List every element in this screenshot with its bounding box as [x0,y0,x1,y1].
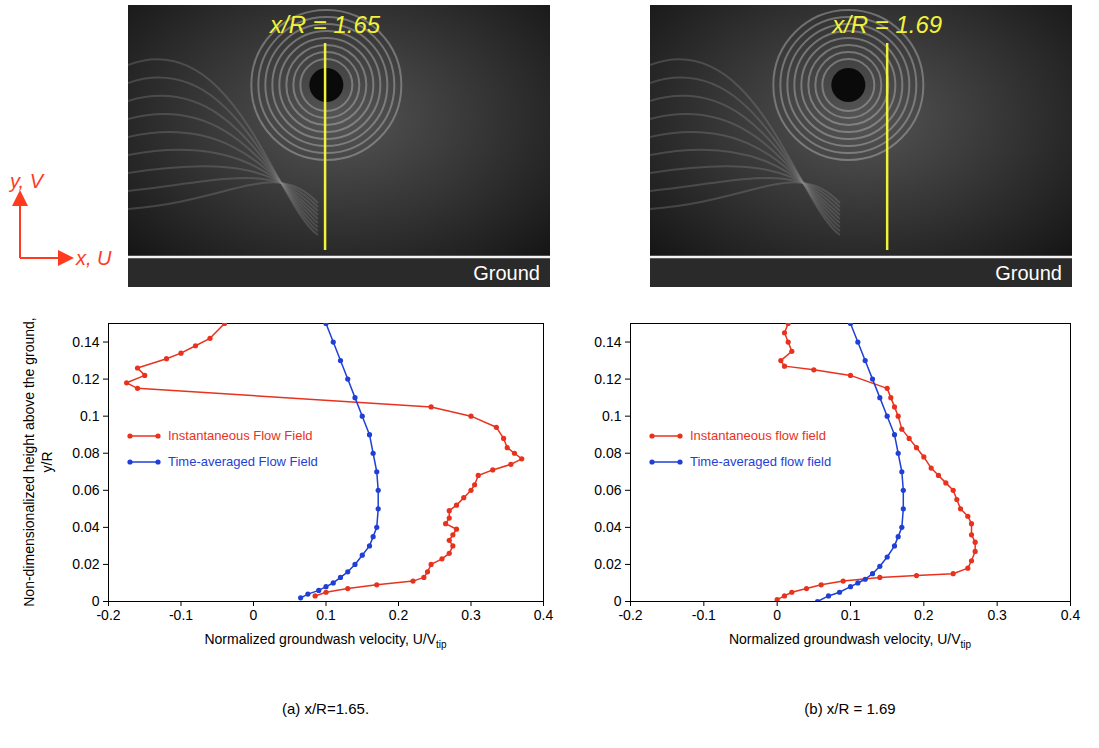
svg-text:0.04: 0.04 [594,519,621,535]
svg-text:Ground: Ground [473,262,540,284]
svg-text:-0.2: -0.2 [618,607,642,623]
svg-text:0.1: 0.1 [841,607,861,623]
svg-text:0.4: 0.4 [534,607,554,623]
svg-text:0.1: 0.1 [80,408,100,424]
svg-text:0.04: 0.04 [72,519,99,535]
svg-text:0.1: 0.1 [602,408,622,424]
svg-text:0.14: 0.14 [72,334,99,350]
svg-text:0.3: 0.3 [987,607,1007,623]
svg-text:0.12: 0.12 [72,371,99,387]
svg-text:0.4: 0.4 [1061,607,1081,623]
html-text:Instantaneous flow field: Instantaneous flow field [690,428,826,444]
svg-text:0: 0 [613,593,622,609]
html-text:Normalized groundwash velocity: Normalized groundwash velocity, U/Vtip [728,631,972,650]
svg-text:0.02: 0.02 [594,556,621,572]
svg-text:0: 0 [91,593,100,609]
svg-text:x/R = 1.65: x/R = 1.65 [269,11,381,38]
html-text:Time-averaged Flow Field: Time-averaged Flow Field [168,454,318,470]
svg-text:0.06: 0.06 [594,482,621,498]
svg-text:0: 0 [773,607,781,623]
svg-text:y, V: y, V [8,170,45,192]
svg-text:0: 0 [250,607,258,623]
svg-text:0.2: 0.2 [389,607,409,623]
svg-text:0.1: 0.1 [316,607,336,623]
svg-text:0.06: 0.06 [72,482,99,498]
svg-text:x/R = 1.69: x/R = 1.69 [831,11,942,38]
html-text:(a) x/R=1.65.: (a) x/R=1.65. [281,700,370,717]
svg-text:-0.2: -0.2 [96,607,120,623]
html-text:Normalized groundwash velocity: Normalized groundwash velocity, U/Vtip [204,631,447,650]
svg-text:-0.1: -0.1 [169,607,193,623]
svg-text:0.12: 0.12 [594,371,621,387]
svg-text:0.08: 0.08 [72,445,99,461]
svg-text:0.14: 0.14 [594,334,621,350]
html-text:Time-averaged flow field: Time-averaged flow field [690,454,832,470]
svg-text:0.2: 0.2 [914,607,934,623]
html-text:Instantaneous Flow Field: Instantaneous Flow Field [168,428,313,444]
html-text:(b) x/R = 1.69: (b) x/R = 1.69 [804,700,896,717]
html-text:Non-dimensionalized height abo: Non-dimensionalized height above the gro… [21,317,55,607]
svg-text:x, U: x, U [75,247,112,269]
svg-text:0.02: 0.02 [72,556,99,572]
svg-text:0.08: 0.08 [594,445,621,461]
svg-text:0.3: 0.3 [461,607,481,623]
svg-text:Ground: Ground [995,262,1062,284]
svg-text:-0.1: -0.1 [692,607,716,623]
